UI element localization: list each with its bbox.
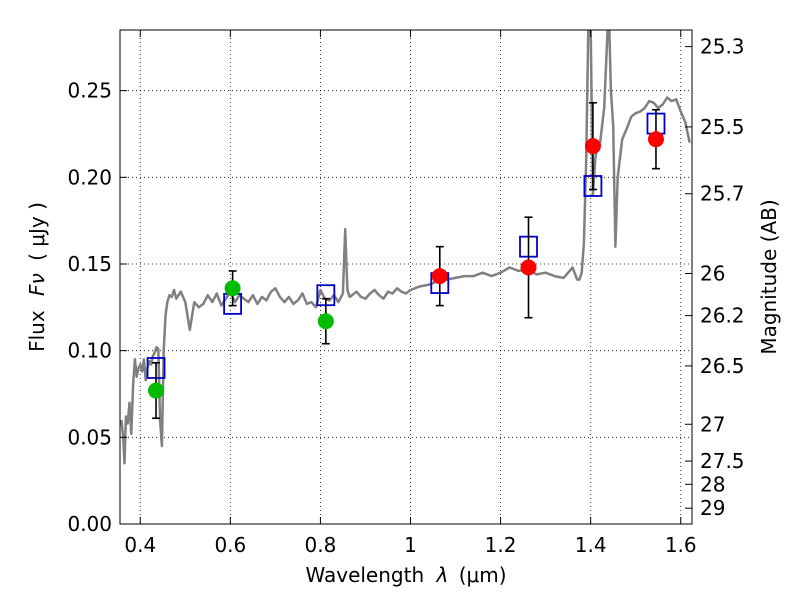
y2-tick-label: 26.5 — [700, 354, 745, 378]
plot-frame — [119, 29, 693, 525]
y2-tick-label: 25.3 — [700, 35, 745, 59]
red-data-point — [431, 268, 448, 285]
y2-tick-label: 26 — [700, 261, 725, 285]
green-data-point — [317, 313, 334, 330]
y2-tick-label: 26.2 — [700, 304, 745, 328]
y-tick-label: 0.10 — [67, 339, 112, 363]
x-tick-label: 0.8 — [305, 533, 337, 557]
y-tick-label: 0.25 — [67, 79, 112, 103]
y-tick-label: 0.20 — [67, 165, 112, 189]
plot-area — [120, 30, 691, 465]
y2-tick-label: 28 — [700, 472, 725, 496]
x-tick-label: 1.2 — [485, 533, 517, 557]
green-data-point — [224, 280, 241, 297]
y-axis-label: Flux Fν ( μJy ) — [25, 202, 49, 352]
x-tick-label: 1 — [404, 533, 417, 557]
x-tick-label: 1.4 — [575, 533, 607, 557]
y2-tick-label: 29 — [700, 496, 725, 520]
red-data-point — [520, 259, 537, 276]
red-data-point — [584, 138, 601, 155]
x-tick-label: 0.4 — [124, 533, 156, 557]
x-tick-label: 1.6 — [665, 533, 697, 557]
x-axis-label: Wavelength λ (μm) — [305, 563, 506, 587]
red-data-point — [647, 131, 664, 148]
y2-tick-label: 27 — [700, 412, 725, 436]
y-tick-label: 0.15 — [67, 252, 112, 276]
y2-axis-label: Magnitude (AB) — [757, 199, 781, 354]
green-data-point — [148, 382, 165, 399]
y2-tick-label: 25.5 — [700, 115, 745, 139]
axis-ticks: 0.4 0.6 0.8 1 1.2 1.4 1.6 0.00 0.05 0.10 0.15 0.20 0… — [67, 30, 745, 557]
y-tick-label: 0.05 — [67, 425, 112, 449]
y-tick-label: 0.00 — [67, 512, 112, 536]
x-tick-label: 0.6 — [214, 533, 246, 557]
y2-tick-label: 27.5 — [700, 449, 745, 473]
y2-tick-label: 25.7 — [700, 182, 745, 206]
